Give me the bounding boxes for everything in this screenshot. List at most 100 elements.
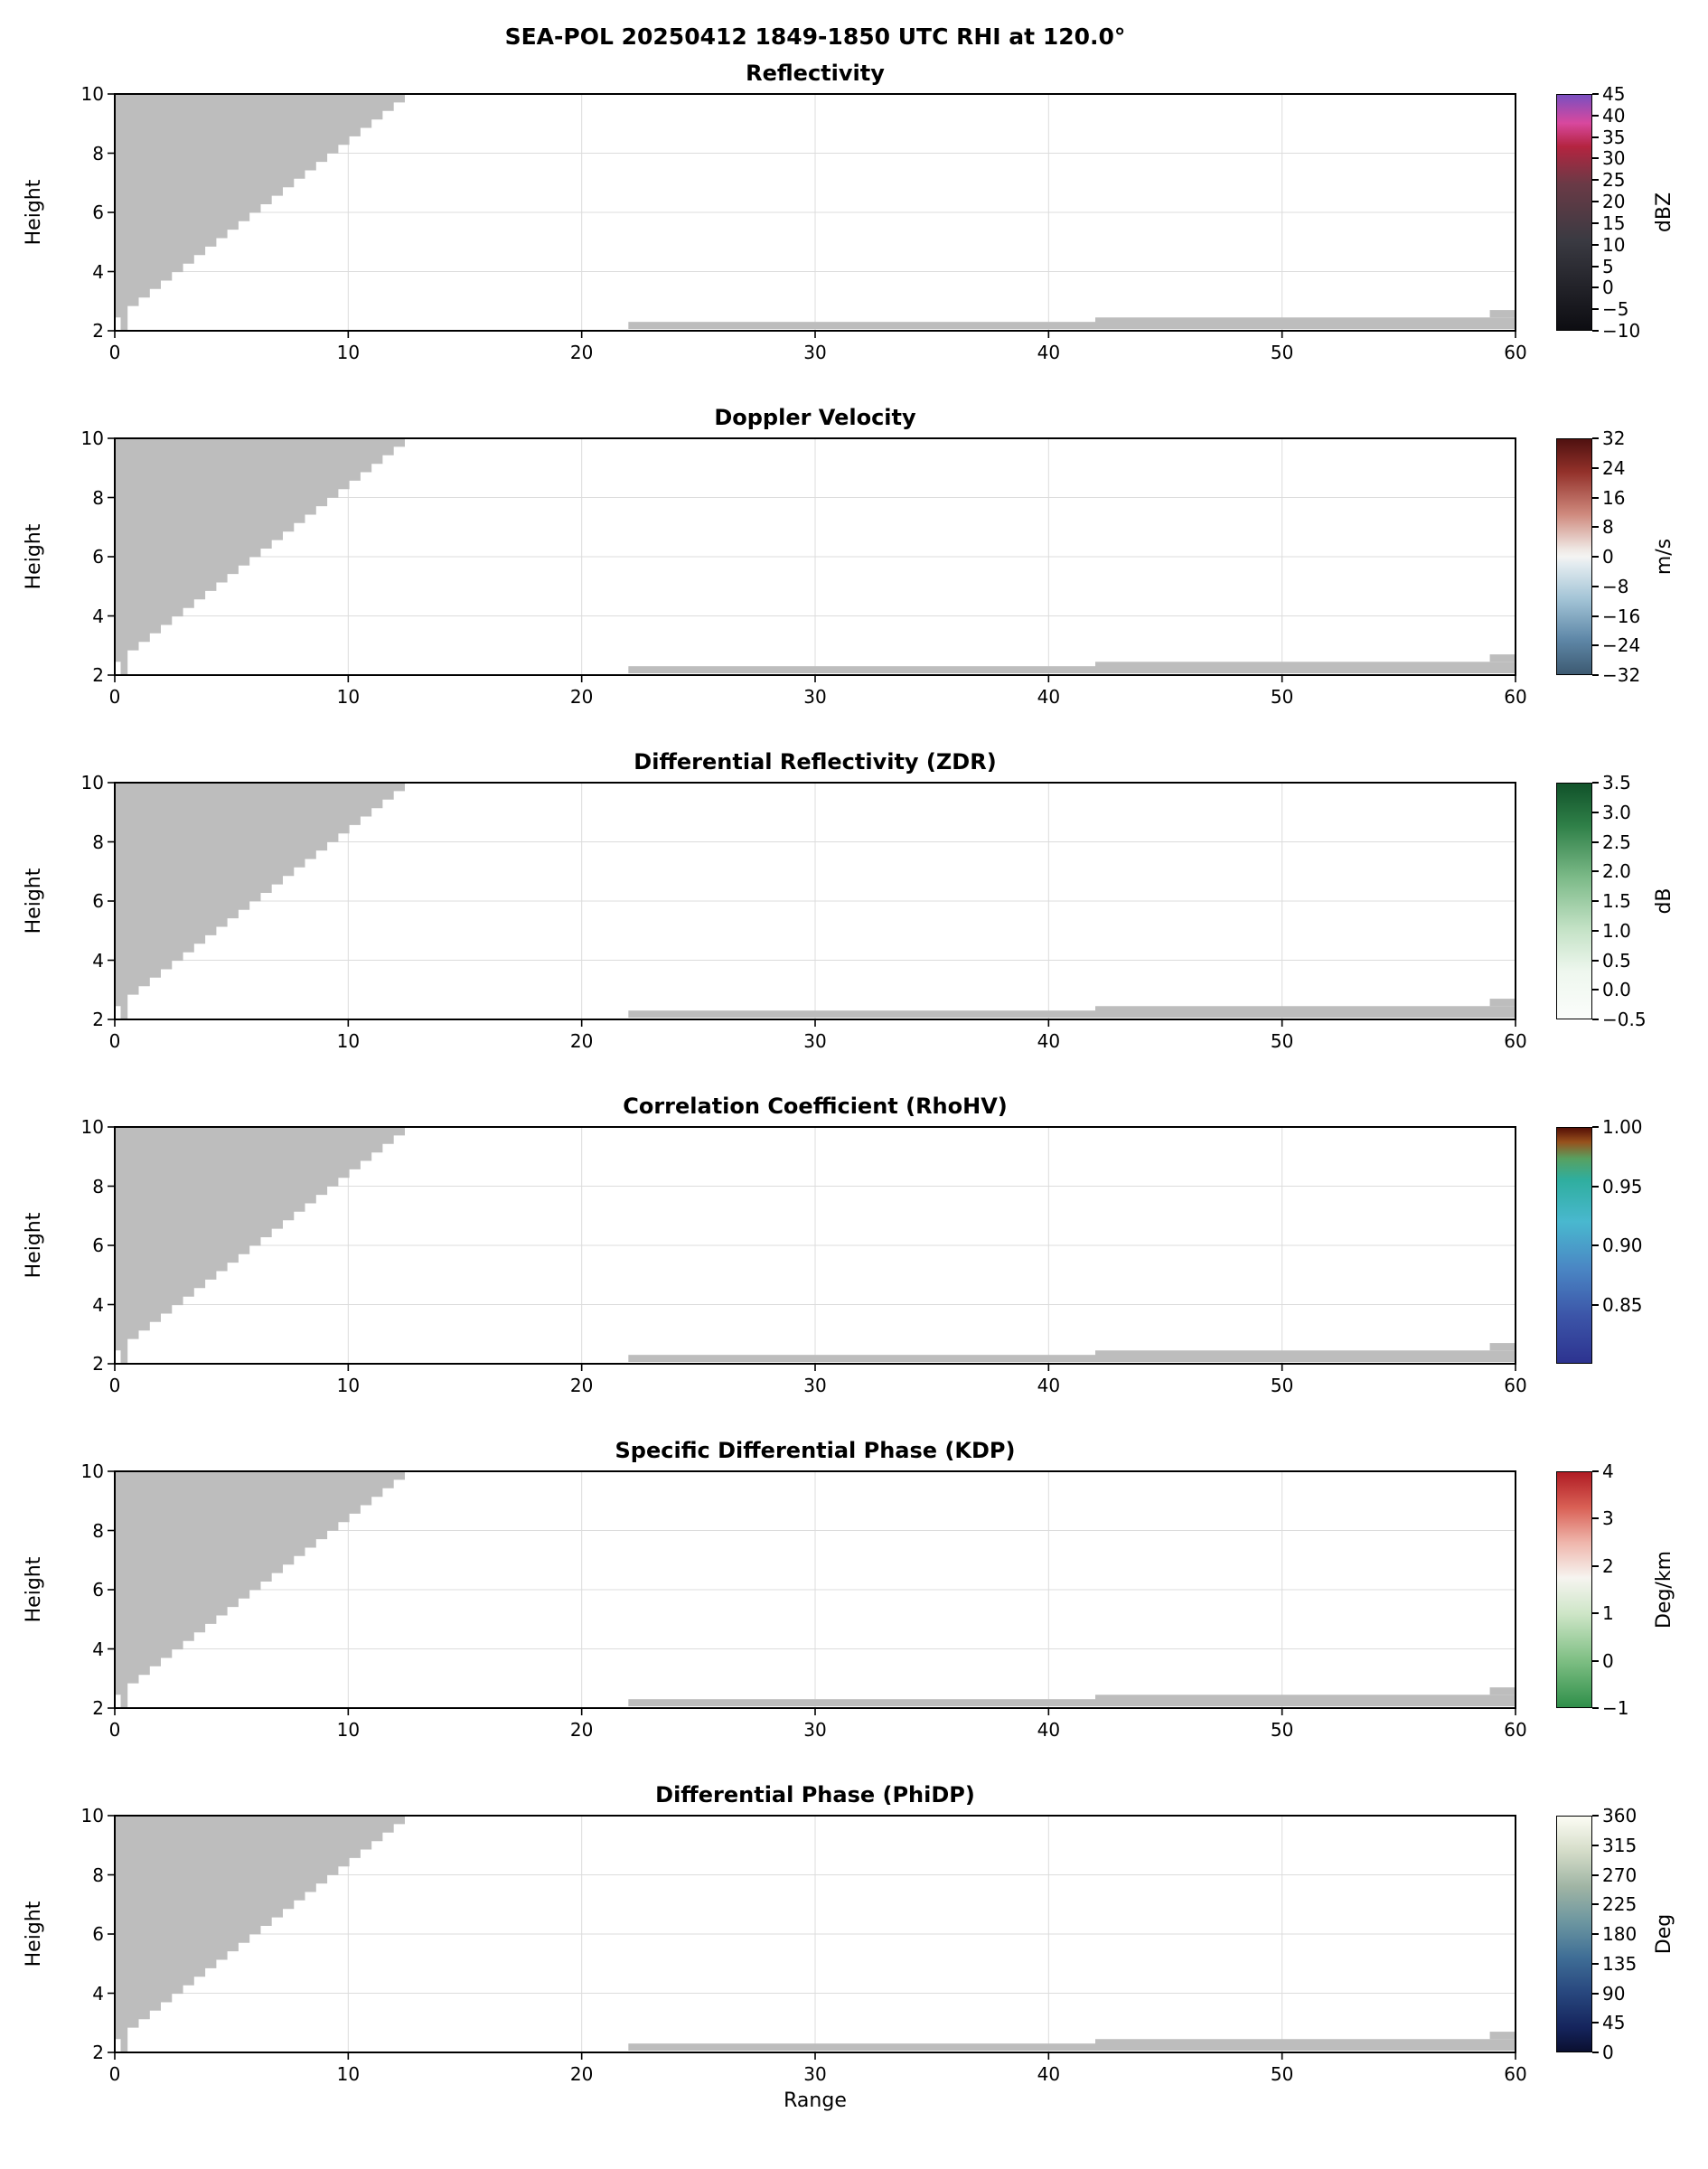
colorbar-tick-label: 3.5: [1602, 772, 1631, 793]
colorbar-tick-mark: [1592, 1903, 1599, 1906]
colorbar-differential-reflectivity-zdr: [1556, 783, 1592, 1019]
colorbar-tick-label: 16: [1602, 486, 1626, 509]
colorbar-tick-mark: [1592, 93, 1599, 95]
panel-title-differential-reflectivity-zdr: Differential Reflectivity (ZDR): [633, 749, 997, 775]
panel-title-correlation-coefficient-rhohv: Correlation Coefficient (RhoHV): [623, 1094, 1008, 1119]
x-tick-label: 30: [803, 1719, 827, 1741]
x-tick-label: 50: [1270, 1719, 1294, 1741]
nodata-strip: [1489, 999, 1516, 1007]
colorbar-tick-mark: [1592, 811, 1599, 813]
nodata-strip: [1489, 1343, 1516, 1351]
x-tick-label: 40: [1037, 342, 1061, 363]
colorbar-tick-mark: [1592, 1612, 1599, 1615]
nodata-strip: [1095, 1350, 1516, 1363]
x-tick-label: 50: [1270, 1375, 1294, 1396]
x-tick-label: 30: [803, 1375, 827, 1396]
panel-title-specific-differential-phase-kdp: Specific Differential Phase (KDP): [615, 1438, 1016, 1463]
colorbar-tick-label: −5: [1602, 298, 1629, 321]
y-tick-label: 6: [92, 1235, 104, 1256]
nodata-strip: [1489, 1687, 1516, 1695]
colorbar-tick-mark: [1592, 437, 1599, 439]
y-tick-label: 2: [92, 1353, 104, 1375]
x-tick-label: 30: [803, 686, 827, 708]
panel-title-differential-phase-phidp: Differential Phase (PhiDP): [655, 1782, 975, 1808]
x-tick-label: 40: [1037, 1375, 1061, 1396]
x-tick-label: 20: [569, 2063, 594, 2085]
x-tick-label: 50: [1270, 342, 1294, 363]
colorbar-tick-mark: [1592, 201, 1599, 203]
nodata-wedge: [115, 94, 417, 331]
colorbar-tick-mark: [1592, 1126, 1599, 1128]
x-tick-label: 30: [803, 1030, 827, 1052]
nodata-wedge: [115, 1127, 417, 1364]
x-tick-label: 10: [336, 342, 361, 363]
plot-area-correlation-coefficient-rhohv: [108, 1126, 1516, 1371]
x-tick-label: 60: [1504, 1375, 1527, 1396]
colorbar-tick-mark: [1592, 1992, 1599, 1995]
colorbar-tick-mark: [1592, 959, 1599, 962]
colorbar-tick-mark: [1592, 615, 1599, 617]
colorbar-tick-mark: [1592, 585, 1599, 587]
panel-title-doppler-velocity: Doppler Velocity: [714, 405, 916, 430]
colorbar-tick-label: 90: [1602, 1982, 1626, 2005]
colorbar-tick-label: −8: [1602, 575, 1629, 597]
colorbar-tick-mark: [1592, 2022, 1599, 2024]
nodata-strip: [1095, 1695, 1516, 1707]
y-tick-label: 2: [92, 664, 104, 686]
colorbar-tick-mark: [1592, 1933, 1599, 1935]
colorbar-tick-label: 0.85: [1602, 1293, 1643, 1316]
colorbar-tick-label: 24: [1602, 456, 1626, 479]
nodata-strip: [628, 322, 1095, 330]
colorbar-tick-label: 0: [1602, 546, 1614, 568]
colorbar-tick-mark: [1592, 1244, 1599, 1246]
y-tick-label: 4: [92, 605, 104, 627]
colorbar-unit-label: Deg: [1653, 1913, 1675, 1955]
x-tick-label: 50: [1270, 2063, 1294, 2085]
colorbar-tick-label: 40: [1602, 104, 1626, 127]
nodata-wedge: [115, 1816, 417, 2052]
y-tick-label: 10: [80, 772, 104, 793]
y-tick-label: 10: [80, 1805, 104, 1826]
nodata-wedge: [115, 1471, 417, 1708]
x-tick-label: 40: [1037, 1030, 1061, 1052]
colorbar-tick-mark: [1592, 1659, 1599, 1662]
nodata-strip: [1095, 662, 1516, 674]
y-tick-label: 4: [92, 260, 104, 283]
y-tick-label: 2: [92, 320, 104, 342]
y-tick-label: 6: [92, 202, 104, 223]
nodata-wedge: [115, 783, 417, 1019]
colorbar-tick-mark: [1592, 136, 1599, 138]
colorbar-tick-mark: [1592, 674, 1599, 676]
y-tick-label: 10: [80, 427, 104, 449]
colorbar-tick-label: −16: [1602, 605, 1641, 627]
x-tick-label: 0: [108, 342, 121, 363]
colorbar-tick-label: −10: [1602, 320, 1641, 342]
plot-area-doppler-velocity: [108, 437, 1516, 682]
colorbar-tick-mark: [1592, 1470, 1599, 1472]
x-tick-label: 20: [569, 686, 594, 708]
colorbar-unit-label: m/s: [1653, 538, 1675, 576]
colorbar-tick-label: 360: [1602, 1805, 1638, 1826]
x-tick-label: 40: [1037, 1719, 1061, 1741]
colorbar-tick-label: 30: [1602, 147, 1626, 170]
colorbar-tick-mark: [1592, 840, 1599, 843]
x-tick-label: 60: [1504, 342, 1527, 363]
colorbar-tick-label: 35: [1602, 126, 1626, 148]
x-tick-label: 40: [1037, 686, 1061, 708]
colorbar-tick-mark: [1592, 1517, 1599, 1520]
x-tick-label: 50: [1270, 1030, 1294, 1052]
nodata-strip: [1095, 1006, 1516, 1019]
colorbar-tick-label: 45: [1602, 2012, 1626, 2034]
colorbar-tick-mark: [1592, 221, 1599, 224]
colorbar-tick-label: 10: [1602, 233, 1626, 256]
colorbar-tick-mark: [1592, 1019, 1599, 1020]
colorbar-tick-mark: [1592, 1564, 1599, 1567]
x-tick-label: 60: [1504, 2063, 1527, 2085]
y-tick-label: 6: [92, 890, 104, 912]
colorbar-tick-mark: [1592, 1844, 1599, 1846]
y-tick-label: 2: [92, 1697, 104, 1719]
colorbar-tick-mark: [1592, 243, 1599, 246]
colorbar-tick-mark: [1592, 870, 1599, 873]
colorbar-tick-mark: [1592, 929, 1599, 932]
